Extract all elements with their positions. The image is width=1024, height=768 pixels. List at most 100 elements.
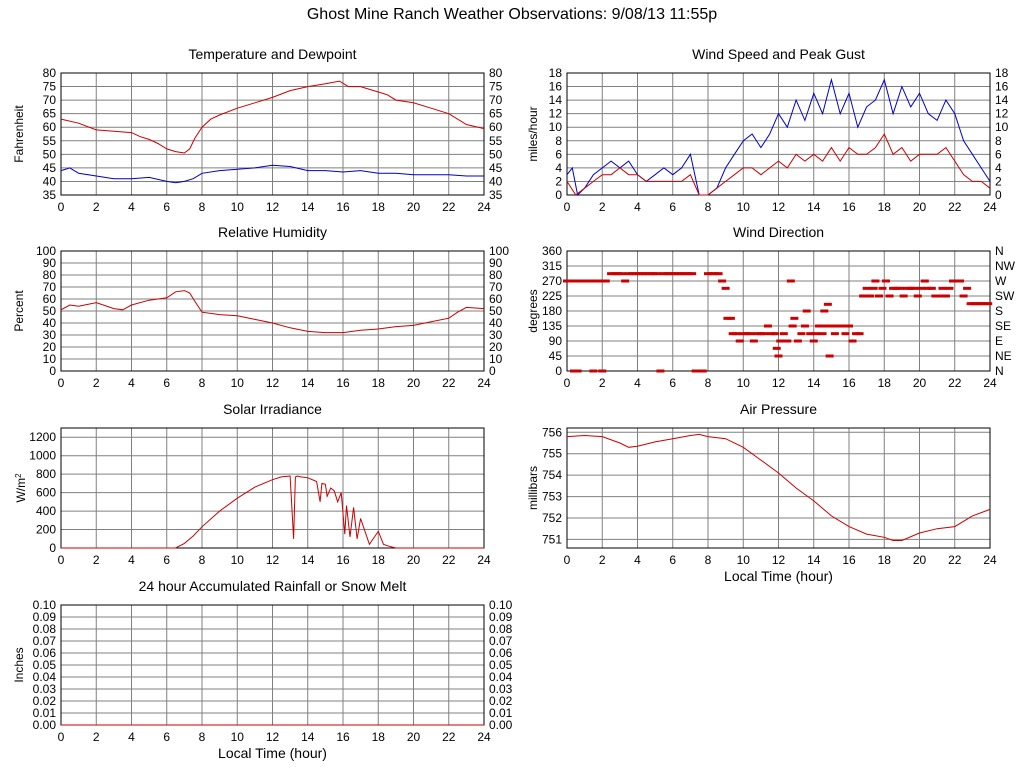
- x-tick-label: 10: [231, 730, 245, 744]
- x-tick-label: 24: [983, 553, 997, 567]
- x-tick-label: 4: [128, 553, 135, 567]
- x-tick-label: 12: [772, 376, 786, 390]
- direction-point: [760, 332, 769, 336]
- y-tick-label: 600: [36, 486, 56, 500]
- x-tick-label: 20: [407, 730, 421, 744]
- y-tick-label: 10: [43, 352, 57, 366]
- direction-point: [790, 316, 799, 320]
- y-right-tick-label: 55: [489, 134, 503, 148]
- page-title: Ghost Mine Ranch Weather Observations: 9…: [306, 6, 718, 23]
- y-tick-label: 180: [542, 304, 562, 318]
- y-right-tick-label: NE: [995, 349, 1012, 363]
- y-axis-label: Fahrenheit: [12, 105, 26, 163]
- x-tick-label: 18: [878, 200, 892, 214]
- y-tick-label: 400: [36, 504, 56, 518]
- x-tick-label: 2: [93, 553, 100, 567]
- y-right-tick-label: 14: [995, 93, 1009, 107]
- direction-point: [652, 272, 661, 276]
- direction-point: [721, 286, 730, 290]
- x-tick-label: 20: [407, 200, 421, 214]
- direction-point: [934, 294, 943, 298]
- y-tick-label: 0.03: [33, 682, 57, 696]
- x-tick-label: 10: [231, 376, 245, 390]
- direction-point: [815, 324, 824, 328]
- y-tick-label: 16: [549, 80, 563, 94]
- direction-point: [945, 286, 954, 290]
- x-tick-label: 4: [634, 200, 641, 214]
- y-right-tick-label: 0: [489, 364, 496, 378]
- x-tick-label: 24: [477, 200, 491, 214]
- direction-point: [601, 279, 610, 283]
- y-tick-label: 200: [36, 523, 56, 537]
- y-tick-label: 0.04: [33, 670, 57, 684]
- direction-point: [869, 286, 878, 290]
- direction-point: [941, 294, 950, 298]
- y-axis-label: millibars: [526, 466, 540, 510]
- x-tick-label: 16: [336, 553, 350, 567]
- direction-point: [896, 286, 905, 290]
- x-tick-label: 0: [564, 553, 571, 567]
- x-tick-label: 14: [301, 200, 315, 214]
- direction-point: [800, 324, 809, 328]
- series-line-red: [60, 290, 485, 334]
- direction-point: [779, 332, 788, 336]
- y-axis-label: Percent: [12, 290, 26, 332]
- direction-point: [732, 332, 741, 336]
- y-right-tick-label: 0.06: [489, 646, 513, 660]
- y-tick-label: 30: [43, 328, 57, 342]
- direction-point: [688, 272, 697, 276]
- y-tick-label: 55: [43, 134, 57, 148]
- y-right-tick-label: 50: [489, 147, 503, 161]
- y-tick-label: 753: [542, 490, 562, 504]
- direction-point: [920, 279, 929, 283]
- direction-point: [698, 369, 707, 373]
- x-tick-label: 4: [128, 200, 135, 214]
- x-tick-label: 20: [407, 553, 421, 567]
- y-right-tick-label: 40: [489, 174, 503, 188]
- direction-point: [938, 286, 947, 290]
- y-tick-label: 225: [542, 289, 562, 303]
- direction-point: [656, 369, 665, 373]
- y-tick-label: 0.10: [33, 598, 57, 612]
- y-tick-label: 6: [555, 147, 562, 161]
- direction-point: [585, 279, 594, 283]
- direction-point: [963, 286, 972, 290]
- x-tick-label: 18: [372, 730, 386, 744]
- series-line-blue: [566, 77, 991, 197]
- x-tick-label: 10: [231, 553, 245, 567]
- x-tick-label: 16: [336, 730, 350, 744]
- plot-frame: [566, 427, 991, 549]
- x-tick-label: 6: [163, 730, 170, 744]
- y-right-tick-label: 70: [489, 93, 503, 107]
- direction-point: [855, 332, 864, 336]
- direction-point: [837, 324, 846, 328]
- x-tick-label: 4: [128, 730, 135, 744]
- direction-point: [774, 354, 783, 358]
- direction-point: [830, 332, 839, 336]
- y-tick-label: 45: [43, 161, 57, 175]
- y-tick-label: 755: [542, 447, 562, 461]
- series-line-red: [566, 132, 991, 196]
- y-right-tick-label: SE: [995, 319, 1011, 333]
- y-right-tick-label: E: [995, 334, 1003, 348]
- y-tick-label: 0.09: [33, 610, 57, 624]
- direction-point: [589, 369, 598, 373]
- x-tick-label: 18: [372, 553, 386, 567]
- y-tick-label: 75: [43, 80, 57, 94]
- plot-frame: [60, 72, 485, 196]
- y-right-tick-label: 10: [489, 352, 503, 366]
- y-tick-label: 0: [555, 188, 562, 202]
- direction-point: [809, 339, 818, 343]
- x-tick-label: 22: [442, 200, 456, 214]
- y-tick-label: 0: [555, 364, 562, 378]
- y-tick-label: 65: [43, 107, 57, 121]
- plot-frame: [60, 427, 485, 549]
- x-tick-label: 24: [983, 376, 997, 390]
- x-tick-label: 12: [772, 553, 786, 567]
- y-tick-label: 4: [555, 161, 562, 175]
- x-tick-label: 22: [442, 376, 456, 390]
- y-right-tick-label: 10: [995, 120, 1009, 134]
- x-tick-label: 6: [669, 200, 676, 214]
